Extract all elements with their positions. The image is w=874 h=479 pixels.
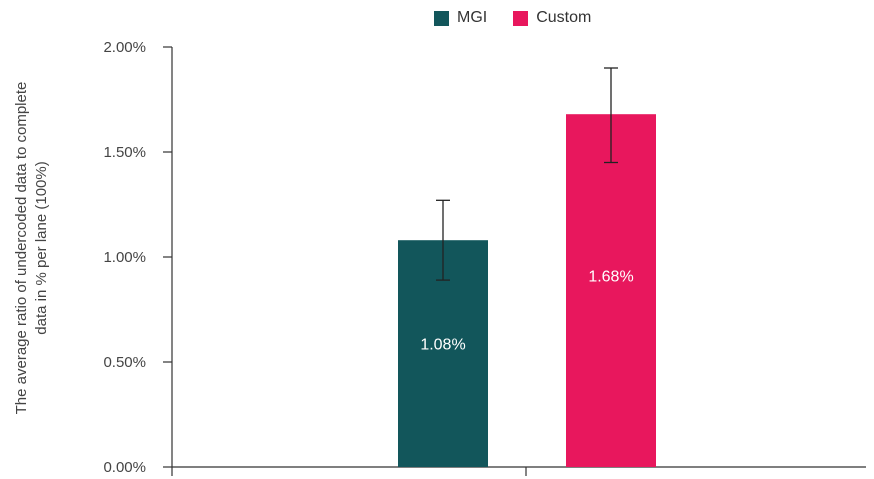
y-tick-label: 0.00% <box>103 459 146 476</box>
data-label-mgi: 1.08% <box>420 337 465 354</box>
y-tick-label: 2.00% <box>103 39 146 56</box>
y-tick-label: 0.50% <box>103 354 146 371</box>
legend-swatch-mgi <box>434 10 449 26</box>
y-tick-label: 1.50% <box>103 144 146 161</box>
legend-item-custom: Custom <box>513 9 591 27</box>
legend-item-mgi: MGI <box>434 9 487 27</box>
bar-custom <box>566 114 656 467</box>
data-label-custom: 1.68% <box>588 268 633 285</box>
legend-label-mgi: MGI <box>457 9 488 26</box>
chart-legend: MGI Custom <box>434 9 617 27</box>
y-tick-label: 1.00% <box>103 249 146 266</box>
legend-label-custom: Custom <box>536 9 592 26</box>
legend-swatch-custom <box>513 10 529 26</box>
